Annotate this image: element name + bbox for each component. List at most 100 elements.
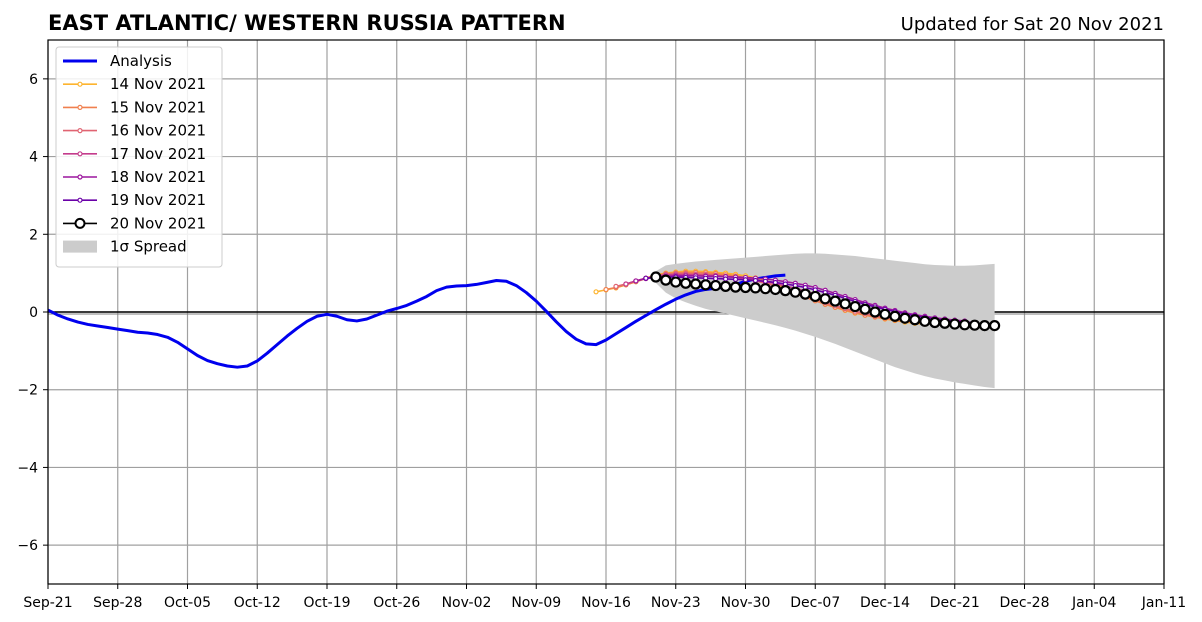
forecast-point	[859, 303, 871, 315]
x-tick-label: Sep-21	[23, 595, 72, 611]
forecast-point	[719, 280, 732, 292]
legend-label: 15 Nov 2021	[110, 98, 206, 116]
legend-entry: Analysis	[63, 52, 172, 70]
legend-label: Analysis	[110, 52, 172, 70]
x-tick-label: Jan-11	[1141, 595, 1186, 611]
legend-label: 20 Nov 2021	[110, 214, 206, 232]
forecast-point	[742, 277, 749, 283]
forecast-point	[660, 274, 672, 286]
forecast-point	[593, 289, 599, 295]
x-tick-label: Dec-21	[930, 595, 980, 611]
legend-marker	[77, 81, 83, 87]
legend-label: 19 Nov 2021	[110, 191, 206, 209]
forecast-point	[633, 278, 639, 284]
legend-label: 14 Nov 2021	[110, 75, 206, 93]
legend-label: 1σ Spread	[110, 238, 187, 256]
legend-marker	[77, 151, 83, 157]
x-tick-label: Oct-05	[164, 595, 211, 611]
legend-marker	[77, 197, 83, 203]
legend: Analysis 14 Nov 2021 15 Nov 2021 16 Nov 202…	[55, 46, 223, 268]
forecast-series	[650, 271, 1001, 332]
legend-entry: 20 Nov 2021	[63, 214, 206, 232]
forecast-point	[889, 310, 901, 322]
x-tick-label: Nov-30	[721, 595, 771, 611]
forecast-point	[909, 314, 921, 326]
forecast-point	[643, 275, 649, 281]
legend-marker	[77, 104, 83, 111]
legend-label: 18 Nov 2021	[110, 168, 206, 186]
forecast-point	[799, 288, 811, 300]
x-tick-label: Oct-19	[303, 595, 350, 611]
forecast-point	[849, 300, 861, 313]
forecast-line	[645, 276, 975, 324]
legend-box	[55, 46, 223, 268]
legend-entry: 15 Nov 2021	[63, 98, 206, 116]
legend-marker	[77, 174, 83, 180]
forecast-point	[959, 319, 971, 331]
x-tick-label: Dec-07	[790, 595, 840, 611]
x-tick-label: Nov-16	[581, 595, 631, 611]
y-tick-label: 4	[29, 150, 38, 166]
legend-entry: 17 Nov 2021	[63, 145, 206, 163]
forecast-point	[700, 279, 712, 291]
y-tick-label: 0	[29, 305, 38, 321]
forecast-point	[929, 316, 941, 329]
forecast-point	[809, 290, 821, 303]
x-tick-label: Oct-26	[373, 595, 420, 611]
forecast-point	[919, 315, 931, 327]
forecast-point	[749, 282, 762, 294]
x-tick-label: Nov-23	[651, 595, 701, 611]
x-tick-label: Nov-02	[442, 595, 492, 611]
forecast-point	[949, 318, 961, 330]
legend-entry: 14 Nov 2021	[63, 75, 206, 93]
forecast-point	[879, 308, 891, 320]
legend-entry: 16 Nov 2021	[63, 122, 206, 140]
x-tick-label: Oct-12	[234, 595, 281, 611]
forecast-point	[752, 277, 759, 284]
forecast-point	[690, 278, 702, 290]
forecast-point	[979, 320, 991, 332]
forecast-point	[789, 286, 801, 298]
legend-entry: 18 Nov 2021	[63, 168, 206, 186]
legend-entry: 19 Nov 2021	[63, 191, 206, 209]
chart-subtitle: Updated for Sat 20 Nov 2021	[901, 14, 1164, 35]
forecast-point	[759, 283, 772, 295]
legend-label: 17 Nov 2021	[110, 145, 206, 163]
forecast-point	[722, 276, 729, 282]
x-tick-label: Nov-09	[511, 595, 561, 611]
y-tick-label: 6	[29, 72, 38, 88]
analysis-line	[47, 273, 786, 369]
chart-title: EAST ATLANTIC/ WESTERN RUSSIA PATTERN	[48, 11, 566, 35]
forecast-point	[603, 286, 609, 293]
forecast-point	[829, 295, 841, 307]
forecast-point	[680, 277, 692, 289]
forecast-point	[779, 285, 791, 297]
x-tick-label: Sep-28	[93, 595, 142, 611]
forecast-point	[729, 281, 742, 293]
forecast-point	[899, 312, 911, 324]
y-tick-label: −2	[17, 383, 38, 399]
legend-label: 16 Nov 2021	[110, 122, 206, 140]
forecast-point	[739, 281, 752, 294]
forecast-point	[989, 320, 1001, 332]
forecast-point	[670, 276, 682, 288]
forecast-line	[635, 275, 965, 322]
y-tick-label: 2	[29, 227, 38, 243]
forecast-point	[650, 271, 662, 283]
legend-marker	[77, 128, 83, 134]
plot-frame	[47, 39, 1165, 585]
legend-swatch	[63, 240, 97, 253]
axis-layer: Sep-21 Sep-28 Oct-05 Oct-12 Oct-19 Oct-26 Nov-…	[17, 39, 1186, 611]
forecast-point	[613, 283, 619, 289]
forecast-point	[839, 298, 851, 310]
x-tick-label: Dec-14	[860, 595, 910, 611]
forecast-point	[732, 276, 739, 282]
series-layer	[47, 268, 1001, 369]
forecast-point	[769, 283, 781, 296]
legend-marker	[74, 217, 86, 229]
forecast-point	[969, 319, 981, 331]
x-tick-label: Dec-28	[1000, 595, 1050, 611]
forecast-point	[819, 293, 831, 305]
forecast-point	[762, 278, 769, 284]
